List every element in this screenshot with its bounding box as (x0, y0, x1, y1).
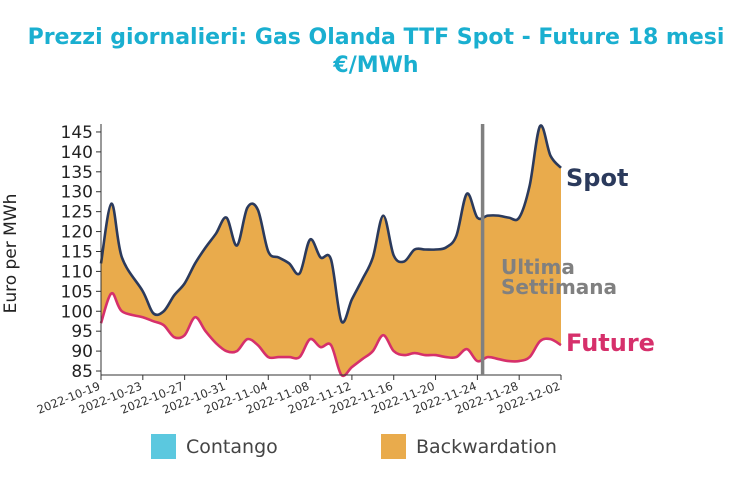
chart-title-line1: Prezzi giornalieri: Gas Olanda TTF Spot … (27, 25, 725, 50)
future-series-label: Future (566, 329, 655, 357)
y-tick-label: 135 (61, 163, 93, 183)
y-tick-label: 125 (61, 203, 93, 223)
y-tick-label: 85 (71, 362, 93, 382)
spot-line (99, 124, 562, 324)
chart-title: Prezzi giornalieri: Gas Olanda TTF Spot … (0, 24, 752, 80)
chart-title-line2: €/MWh (333, 53, 419, 78)
legend-swatch-contango (151, 434, 176, 459)
spot-series-label: Spot (566, 164, 628, 192)
legend-label-contango: Contango (186, 436, 278, 458)
y-tick-label: 140 (61, 143, 93, 163)
series-lines-group (99, 124, 562, 378)
y-tick-label: 95 (71, 322, 93, 342)
y-tick-label: 105 (61, 282, 93, 302)
y-tick-label: 115 (61, 242, 93, 262)
future-line (99, 292, 562, 378)
y-axis-title: Euro per MWh (1, 194, 21, 314)
y-tick-label: 130 (61, 183, 93, 203)
last-week-label-line2: Settimana (501, 275, 617, 299)
y-tick-label: 145 (61, 123, 93, 143)
spread-area-group (101, 125, 561, 376)
y-tick-label: 120 (61, 223, 93, 243)
y-tick-label: 100 (61, 302, 93, 322)
backwardation-area (101, 125, 561, 376)
legend-label-backwardation: Backwardation (416, 436, 557, 458)
last-week-label-line1: Ultima (501, 255, 575, 279)
y-tick-label: 90 (71, 342, 93, 362)
legend-group: Contango Backwardation (151, 434, 557, 459)
legend-swatch-backwardation (381, 434, 406, 459)
y-tick-label: 110 (61, 262, 93, 282)
